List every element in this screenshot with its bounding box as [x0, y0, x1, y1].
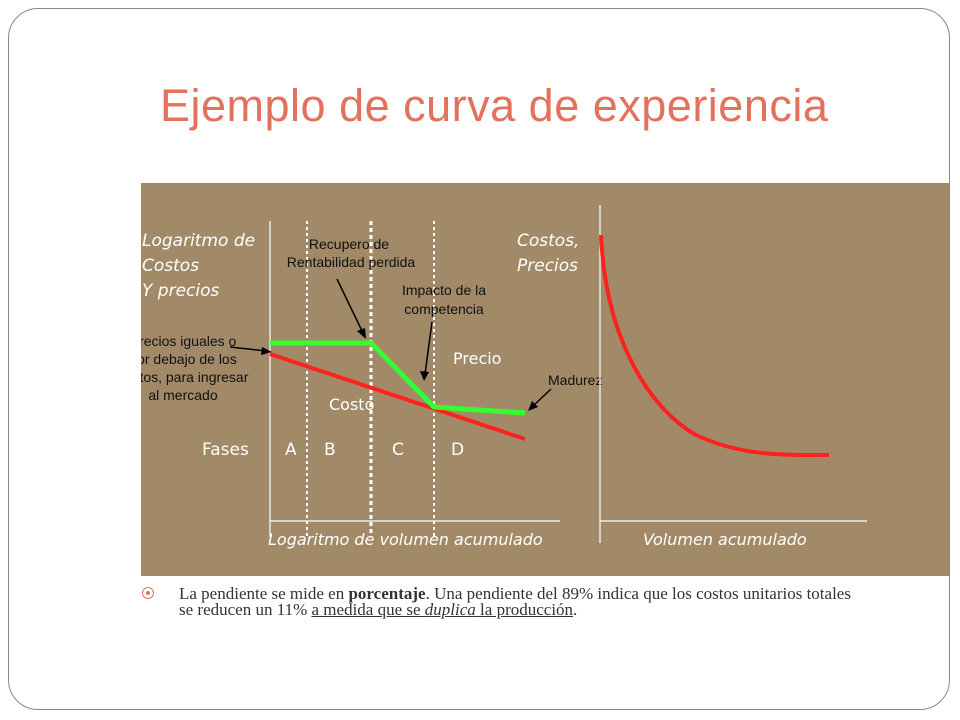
- bullet-text-part-5: a medida que se: [311, 600, 425, 619]
- left-y-label-line-3: Y precios: [142, 281, 219, 301]
- left-y-label-line-2: Costos: [142, 256, 199, 276]
- bullet-text: La pendiente se mide en porcentaje. Una …: [179, 584, 862, 619]
- bullet-text-part-7: la producción: [475, 600, 574, 619]
- cost-label: Costo: [329, 395, 374, 414]
- annotation-recupero-line-1: Recupero de: [309, 236, 389, 252]
- phase-c: C: [392, 440, 404, 460]
- arrow-impacto: [424, 321, 433, 375]
- annotation-precios-line-1: Precios iguales o: [141, 333, 237, 349]
- bullet-text-underlined: a medida que se duplica la producción: [312, 600, 574, 619]
- annotation-impacto-line-1: Impacto de la: [402, 282, 486, 298]
- arrow-impacto-head: [420, 371, 429, 381]
- slide-title: Ejemplo de curva de experiencia: [160, 80, 829, 131]
- bullet-point: La pendiente se mide en porcentaje. Una …: [142, 584, 862, 619]
- right-y-label-line-1: Costos,: [517, 231, 579, 251]
- price-label: Precio: [453, 349, 501, 368]
- annotation-impacto-line-2: competencia: [404, 301, 484, 317]
- annotation-precios-line-2: por debajo de los: [141, 351, 237, 367]
- annotation-madurez: Madurez: [548, 372, 602, 388]
- phase-a: A: [285, 440, 297, 460]
- target-bullet-icon: [142, 587, 154, 599]
- arrow-recupero: [336, 278, 364, 334]
- right-x-label: Volumen acumulado: [643, 530, 807, 549]
- phase-d: D: [451, 440, 464, 460]
- experience-curve-diagram: Logaritmo de Costos Y precios Precio Cos…: [141, 183, 949, 576]
- bullet-text-part-4: unitarios totales se reducen un 11%: [179, 584, 851, 619]
- bullet-text-italic: duplica: [424, 600, 476, 619]
- arrow-precios: [229, 346, 267, 352]
- phases-label: Fases: [202, 440, 249, 460]
- cost-line: [269, 352, 526, 441]
- experience-curve: [599, 234, 830, 458]
- price-line: [270, 340, 526, 416]
- diagram-background: [141, 183, 949, 576]
- bullet-text-part-3: . Una pendiente del 89% indica que los c…: [425, 584, 739, 603]
- arrow-madurez-head: [528, 401, 538, 411]
- bullet-text-part-1: La pendiente se mide en: [179, 584, 349, 603]
- left-y-label-line-1: Logaritmo de: [142, 231, 255, 251]
- annotation-recupero-line-2: Rentabilidad perdida: [287, 254, 416, 270]
- arrow-madurez: [532, 388, 552, 407]
- phase-b: B: [324, 440, 336, 460]
- right-y-label-line-2: Precios: [517, 256, 578, 276]
- arrow-recupero-head: [357, 328, 366, 339]
- left-x-label: Logaritmo de volumen acumulado: [268, 530, 543, 549]
- bullet-text-emphasis: porcentaje: [348, 584, 426, 603]
- arrow-precios-head: [261, 347, 272, 355]
- annotation-precios-line-4: al mercado: [148, 387, 217, 403]
- annotation-precios-line-3: costos, para ingresar: [141, 369, 249, 385]
- bullet-text-period: .: [573, 600, 578, 619]
